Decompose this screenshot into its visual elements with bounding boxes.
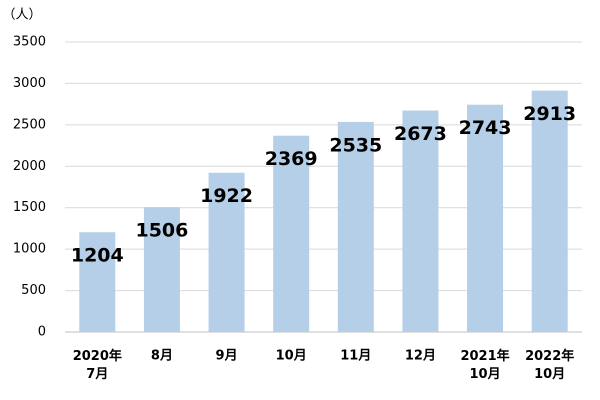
bar [273,135,310,332]
value-label: 2369 [265,148,318,170]
bar [143,207,180,332]
y-tick-label: 1000 [13,242,46,257]
y-unit-label: （人） [2,8,41,23]
value-label: 1922 [200,185,253,207]
x-tick-label: 12月 [405,349,436,364]
value-label: 2535 [329,134,382,156]
y-tick-label: 500 [21,283,46,298]
bar [208,172,245,332]
y-tick-label: 2000 [13,159,46,174]
bar [402,110,439,332]
x-tick-label: 2022年 10月 [525,348,574,382]
y-tick-label: 1500 [13,200,46,215]
x-tick-label: 2020年 7月 [73,348,122,382]
y-tick-label: 0 [38,325,46,340]
y-tick-label: 2500 [13,117,46,132]
value-label: 2673 [394,123,447,145]
bar [531,90,568,332]
x-tick-label: 9月 [216,349,238,364]
value-label: 2913 [523,103,576,125]
bar [337,121,374,332]
x-tick-label: 11月 [340,349,371,364]
y-tick-label: 3000 [13,76,46,91]
y-tick-label: 3500 [13,35,46,50]
bar [79,232,116,332]
x-tick-label: 2021年 10月 [460,348,509,382]
x-tick-label: 8月 [151,349,173,364]
value-label: 1204 [71,245,124,267]
value-label: 1506 [135,220,188,242]
bar [467,104,504,332]
x-tick-label: 10月 [276,349,307,364]
value-label: 2743 [459,117,512,139]
